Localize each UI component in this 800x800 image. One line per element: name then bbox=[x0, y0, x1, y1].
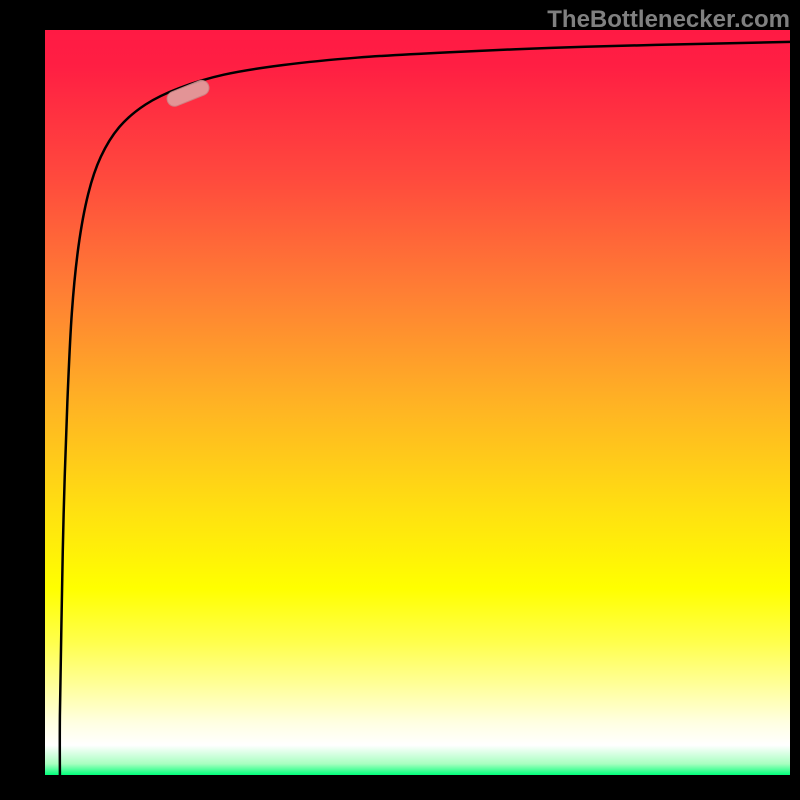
marker-layer bbox=[165, 78, 211, 108]
plot-area bbox=[45, 30, 790, 775]
status-marker-pill bbox=[165, 78, 211, 108]
bottleneck-curve bbox=[60, 42, 790, 775]
curve-layer bbox=[45, 30, 790, 775]
watermark-text: TheBottlenecker.com bbox=[547, 6, 790, 34]
